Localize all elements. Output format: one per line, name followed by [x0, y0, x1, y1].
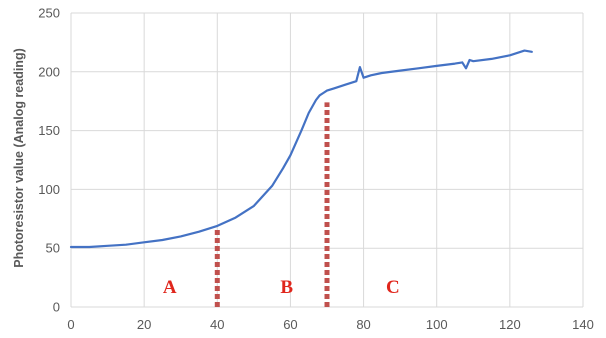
x-tick-label: 20 — [137, 317, 151, 332]
x-tick-label: 80 — [356, 317, 370, 332]
region-labels: A B C — [163, 277, 400, 298]
y-tick-label: 200 — [38, 64, 60, 79]
y-axis-title: Photoresistor value (Analog reading) — [12, 48, 26, 267]
y-axis-ticks: 0 50 100 150 200 250 — [38, 6, 60, 315]
region-label: A — [163, 277, 177, 298]
x-tick-label: 140 — [572, 317, 594, 332]
grid — [70, 12, 584, 308]
y-tick-label: 100 — [38, 182, 60, 197]
x-tick-label: 120 — [499, 317, 521, 332]
y-tick-label: 250 — [38, 6, 60, 21]
y-tick-label: 0 — [53, 300, 60, 315]
region-label: B — [280, 277, 293, 298]
series-line — [69, 49, 533, 249]
x-tick-label: 100 — [426, 317, 448, 332]
region-markers — [214, 102, 330, 307]
x-tick-label: 0 — [67, 317, 74, 332]
y-tick-label: 50 — [46, 241, 60, 256]
y-tick-label: 150 — [38, 123, 60, 138]
x-tick-label: 60 — [283, 317, 297, 332]
series — [69, 49, 533, 249]
x-tick-label: 40 — [210, 317, 224, 332]
region-label: C — [386, 277, 400, 298]
x-axis-ticks: 0 20 40 60 80 100 120 140 — [67, 317, 593, 332]
